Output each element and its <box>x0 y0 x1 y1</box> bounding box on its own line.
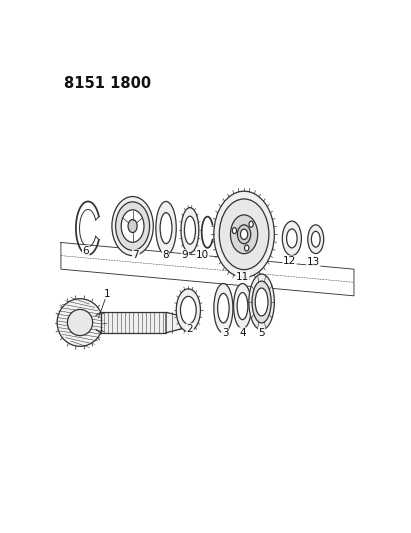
Ellipse shape <box>112 197 153 256</box>
Text: 6: 6 <box>83 246 89 256</box>
Ellipse shape <box>282 221 301 256</box>
Text: 8151 1800: 8151 1800 <box>64 76 151 91</box>
Ellipse shape <box>286 229 297 248</box>
Text: 10: 10 <box>196 250 209 260</box>
Text: 9: 9 <box>182 250 189 260</box>
Ellipse shape <box>128 220 137 232</box>
Ellipse shape <box>308 225 324 254</box>
Text: 1: 1 <box>104 289 111 299</box>
Text: 8: 8 <box>162 250 169 260</box>
Polygon shape <box>166 312 182 333</box>
Ellipse shape <box>255 288 268 316</box>
Ellipse shape <box>156 201 176 255</box>
Ellipse shape <box>176 289 201 332</box>
Ellipse shape <box>233 284 252 329</box>
Ellipse shape <box>219 199 269 270</box>
Text: 5: 5 <box>258 328 265 338</box>
Polygon shape <box>101 312 166 333</box>
Ellipse shape <box>245 245 249 251</box>
Text: 2: 2 <box>187 324 193 334</box>
Ellipse shape <box>214 284 233 333</box>
Text: 13: 13 <box>307 257 320 267</box>
Ellipse shape <box>181 208 199 253</box>
Ellipse shape <box>160 213 172 244</box>
Ellipse shape <box>214 191 275 277</box>
Ellipse shape <box>252 281 271 323</box>
Ellipse shape <box>240 229 248 239</box>
Text: 7: 7 <box>132 250 139 260</box>
Ellipse shape <box>237 293 248 320</box>
Ellipse shape <box>238 225 251 244</box>
Text: 3: 3 <box>222 328 228 338</box>
Ellipse shape <box>312 231 320 247</box>
Ellipse shape <box>249 221 253 227</box>
Ellipse shape <box>218 293 229 323</box>
Ellipse shape <box>249 274 275 330</box>
Ellipse shape <box>115 202 150 251</box>
Ellipse shape <box>180 296 196 324</box>
Text: 4: 4 <box>239 328 246 338</box>
Ellipse shape <box>231 215 258 254</box>
Ellipse shape <box>232 228 237 233</box>
Ellipse shape <box>121 210 144 243</box>
Text: 11: 11 <box>236 272 249 282</box>
Ellipse shape <box>57 298 103 346</box>
Ellipse shape <box>67 310 92 336</box>
Text: 12: 12 <box>283 256 296 266</box>
Ellipse shape <box>185 216 196 244</box>
